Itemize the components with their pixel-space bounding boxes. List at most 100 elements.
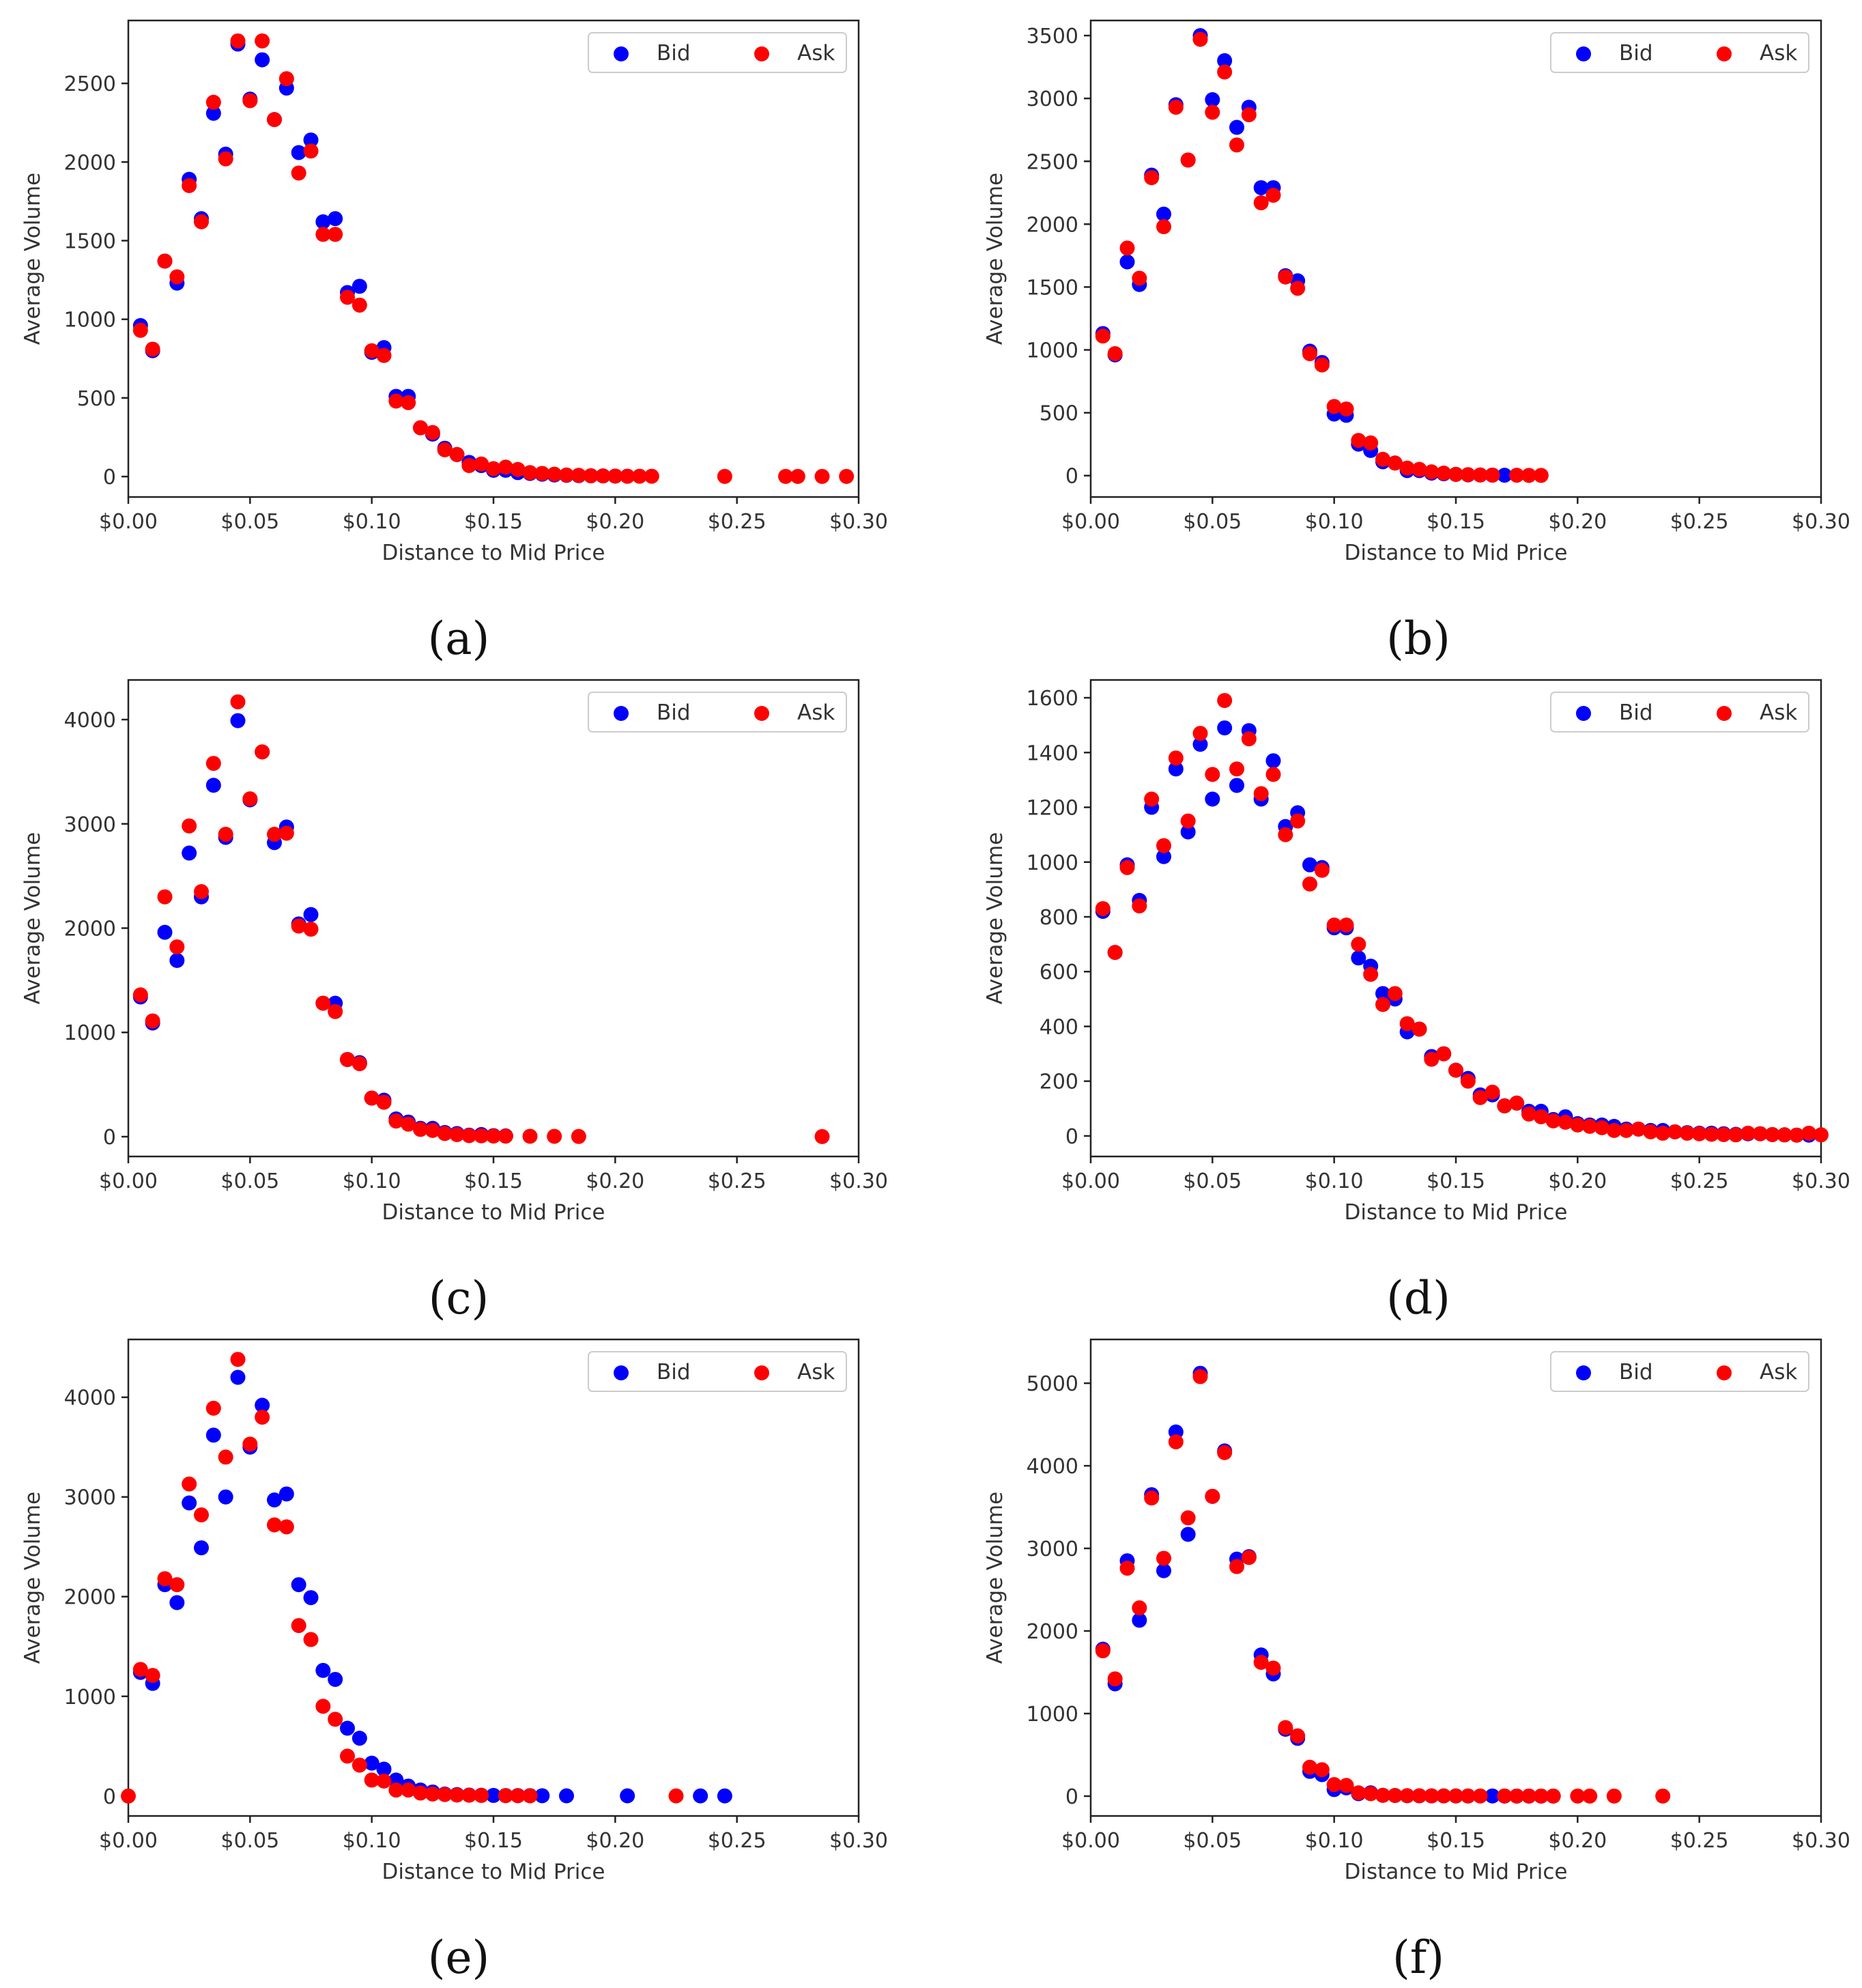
x-axis-title: Distance to Mid Price xyxy=(382,1860,605,1884)
plot-area-frame xyxy=(127,679,860,1158)
ask-point xyxy=(668,1788,684,1804)
legend-marker-bid xyxy=(614,46,629,61)
bid-point xyxy=(157,924,173,940)
ask-point xyxy=(474,1787,489,1803)
ask-point xyxy=(1582,1118,1598,1134)
ask-point xyxy=(182,178,197,193)
ask-point xyxy=(1144,1490,1160,1506)
ask-point xyxy=(1144,170,1160,186)
ask-point xyxy=(1509,1788,1525,1804)
bid-point xyxy=(291,1577,306,1593)
ask-point xyxy=(1119,860,1135,875)
x-axis-title: Distance to Mid Price xyxy=(382,541,605,565)
ask-point xyxy=(522,1128,538,1144)
ask-point xyxy=(413,1785,428,1801)
ask-point xyxy=(1095,1643,1111,1659)
legend: Bid Ask xyxy=(588,1351,847,1392)
ask-point xyxy=(1119,240,1135,256)
x-tick-label: $0.20 xyxy=(586,1169,644,1193)
bid-point xyxy=(1229,119,1244,135)
legend-box xyxy=(1550,1351,1809,1392)
y-tick-label: 800 xyxy=(1040,906,1078,930)
ask-point xyxy=(1205,104,1220,120)
x-tick-label: $0.25 xyxy=(708,1829,767,1853)
panel-label: (b) xyxy=(1386,612,1450,665)
bid-point xyxy=(255,52,270,68)
ask-point xyxy=(1314,862,1330,878)
y-tick-label: 0 xyxy=(103,1785,116,1809)
ask-point xyxy=(1814,1127,1829,1143)
ask-point xyxy=(425,1786,440,1802)
legend-label-ask: Ask xyxy=(797,1360,835,1384)
ask-point xyxy=(340,289,355,305)
legend: Bid Ask xyxy=(588,32,847,73)
x-tick-label: $0.20 xyxy=(1548,1829,1607,1853)
x-tick-label: $0.10 xyxy=(343,510,401,534)
ask-point xyxy=(1533,1109,1549,1124)
ask-point xyxy=(364,343,379,358)
bid-point xyxy=(1217,720,1233,736)
series-ask xyxy=(1095,1369,1671,1804)
y-tick-label: 2000 xyxy=(64,1586,116,1610)
ask-point xyxy=(510,462,526,477)
ask-point xyxy=(1095,900,1111,916)
ask-point xyxy=(255,1409,270,1425)
ask-point xyxy=(790,468,805,484)
ask-point xyxy=(583,468,599,483)
x-tick-label: $0.30 xyxy=(1792,1829,1850,1853)
ask-point xyxy=(1241,107,1257,123)
ask-point xyxy=(340,1051,355,1067)
ask-point xyxy=(1472,1090,1488,1105)
y-tick-label: 0 xyxy=(103,466,116,489)
x-tick-label: $0.15 xyxy=(464,1829,523,1853)
ask-point xyxy=(388,1783,404,1798)
ask-point xyxy=(1265,187,1281,203)
legend-label-bid: Bid xyxy=(657,700,691,725)
legend-label-ask: Ask xyxy=(797,700,835,725)
ask-point xyxy=(778,468,793,484)
ask-point xyxy=(1545,1113,1561,1128)
legend-marker-ask xyxy=(754,1365,769,1380)
x-tick-label: $0.10 xyxy=(343,1829,401,1853)
bid-point xyxy=(328,1671,343,1687)
ask-point xyxy=(1265,767,1281,782)
ask-point xyxy=(1278,269,1293,285)
y-tick-label: 3000 xyxy=(64,813,116,837)
x-axis-title: Distance to Mid Price xyxy=(382,1200,605,1225)
bid-point xyxy=(205,105,221,121)
ask-point xyxy=(1618,1122,1634,1138)
ask-point xyxy=(376,1773,392,1789)
ask-point xyxy=(267,112,282,128)
legend-marker-ask xyxy=(1717,706,1732,721)
ask-point xyxy=(230,33,246,48)
legend: Bid Ask xyxy=(1550,32,1809,73)
ask-point xyxy=(1253,195,1269,211)
legend-box xyxy=(588,692,847,733)
chart-panel-e: $0.00 $0.05 $0.10 $0.15 $0.20 $0.25 $0.30 0 1000… xyxy=(20,1338,888,1984)
ask-point xyxy=(401,1783,416,1798)
x-tick-label: $0.10 xyxy=(343,1169,401,1193)
ask-point xyxy=(474,1128,489,1144)
panel-label: (f) xyxy=(1392,1931,1444,1984)
ask-point xyxy=(814,468,830,484)
series-bid xyxy=(1095,28,1513,483)
ask-point xyxy=(1156,838,1171,853)
ask-point xyxy=(1667,1124,1682,1139)
x-tick-label: $0.20 xyxy=(1548,510,1607,534)
y-tick-label: 1000 xyxy=(64,1021,116,1045)
ask-point xyxy=(1558,1114,1573,1130)
ask-point xyxy=(607,468,623,484)
ask-point xyxy=(1180,813,1196,829)
ask-point xyxy=(157,253,173,269)
ask-point xyxy=(1217,693,1233,709)
series-bid xyxy=(132,713,513,1144)
x-tick-label: $0.00 xyxy=(1061,510,1120,534)
ask-point xyxy=(1424,464,1440,480)
ask-point xyxy=(1144,791,1160,807)
ask-point xyxy=(352,1056,367,1072)
ask-point xyxy=(1679,1125,1695,1141)
x-tick-label: $0.30 xyxy=(1792,1169,1850,1193)
y-tick-label: 1000 xyxy=(64,309,116,332)
bid-point xyxy=(315,214,331,229)
legend-label-bid: Bid xyxy=(1619,700,1653,725)
